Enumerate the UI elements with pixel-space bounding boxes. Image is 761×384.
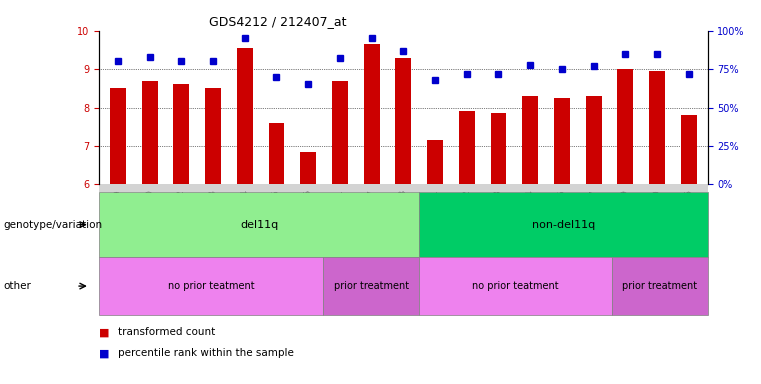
Bar xyxy=(554,98,570,184)
Bar xyxy=(459,111,475,184)
Bar xyxy=(110,88,126,184)
Text: GDS4212 / 212407_at: GDS4212 / 212407_at xyxy=(209,15,346,28)
Bar xyxy=(332,81,348,184)
Bar xyxy=(617,69,633,184)
Bar xyxy=(586,96,601,184)
Bar xyxy=(491,113,506,184)
Bar xyxy=(205,88,221,184)
Bar xyxy=(142,81,158,184)
Bar xyxy=(396,58,411,184)
Text: genotype/variation: genotype/variation xyxy=(4,220,103,230)
Bar xyxy=(174,84,189,184)
Bar xyxy=(301,152,316,184)
Text: prior treatment: prior treatment xyxy=(622,281,697,291)
Bar xyxy=(522,96,538,184)
Text: prior treatment: prior treatment xyxy=(334,281,409,291)
Text: ■: ■ xyxy=(99,327,110,337)
Text: other: other xyxy=(4,281,32,291)
Text: transformed count: transformed count xyxy=(118,327,215,337)
Bar xyxy=(427,140,443,184)
Bar xyxy=(269,123,285,184)
Bar xyxy=(681,115,696,184)
Text: percentile rank within the sample: percentile rank within the sample xyxy=(118,348,294,358)
Text: ■: ■ xyxy=(99,348,110,358)
Bar xyxy=(364,44,380,184)
Text: no prior teatment: no prior teatment xyxy=(167,281,254,291)
Bar xyxy=(237,48,253,184)
Text: del11q: del11q xyxy=(240,220,279,230)
Text: non-del11q: non-del11q xyxy=(532,220,595,230)
Bar xyxy=(649,71,665,184)
Text: no prior teatment: no prior teatment xyxy=(472,281,559,291)
